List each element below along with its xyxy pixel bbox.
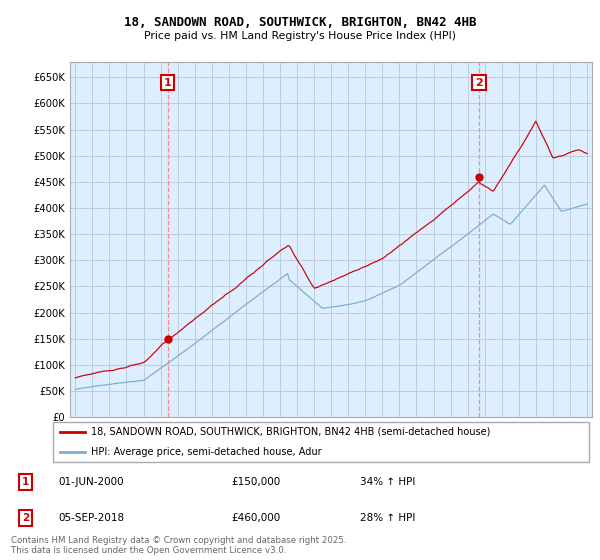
Text: 2: 2 (475, 78, 483, 87)
Text: 01-JUN-2000: 01-JUN-2000 (59, 477, 124, 487)
Text: 2: 2 (22, 513, 29, 523)
FancyBboxPatch shape (53, 422, 589, 462)
Text: 05-SEP-2018: 05-SEP-2018 (59, 513, 125, 523)
Text: Contains HM Land Registry data © Crown copyright and database right 2025.
This d: Contains HM Land Registry data © Crown c… (11, 536, 346, 556)
Text: 18, SANDOWN ROAD, SOUTHWICK, BRIGHTON, BN42 4HB: 18, SANDOWN ROAD, SOUTHWICK, BRIGHTON, B… (124, 16, 476, 29)
Text: £150,000: £150,000 (232, 477, 281, 487)
Text: 1: 1 (22, 477, 29, 487)
Text: 28% ↑ HPI: 28% ↑ HPI (360, 513, 415, 523)
Text: 1: 1 (164, 78, 172, 87)
Text: £460,000: £460,000 (232, 513, 281, 523)
Text: HPI: Average price, semi-detached house, Adur: HPI: Average price, semi-detached house,… (91, 447, 321, 457)
Text: Price paid vs. HM Land Registry's House Price Index (HPI): Price paid vs. HM Land Registry's House … (144, 31, 456, 41)
Text: 18, SANDOWN ROAD, SOUTHWICK, BRIGHTON, BN42 4HB (semi-detached house): 18, SANDOWN ROAD, SOUTHWICK, BRIGHTON, B… (91, 427, 490, 437)
Text: 34% ↑ HPI: 34% ↑ HPI (360, 477, 415, 487)
